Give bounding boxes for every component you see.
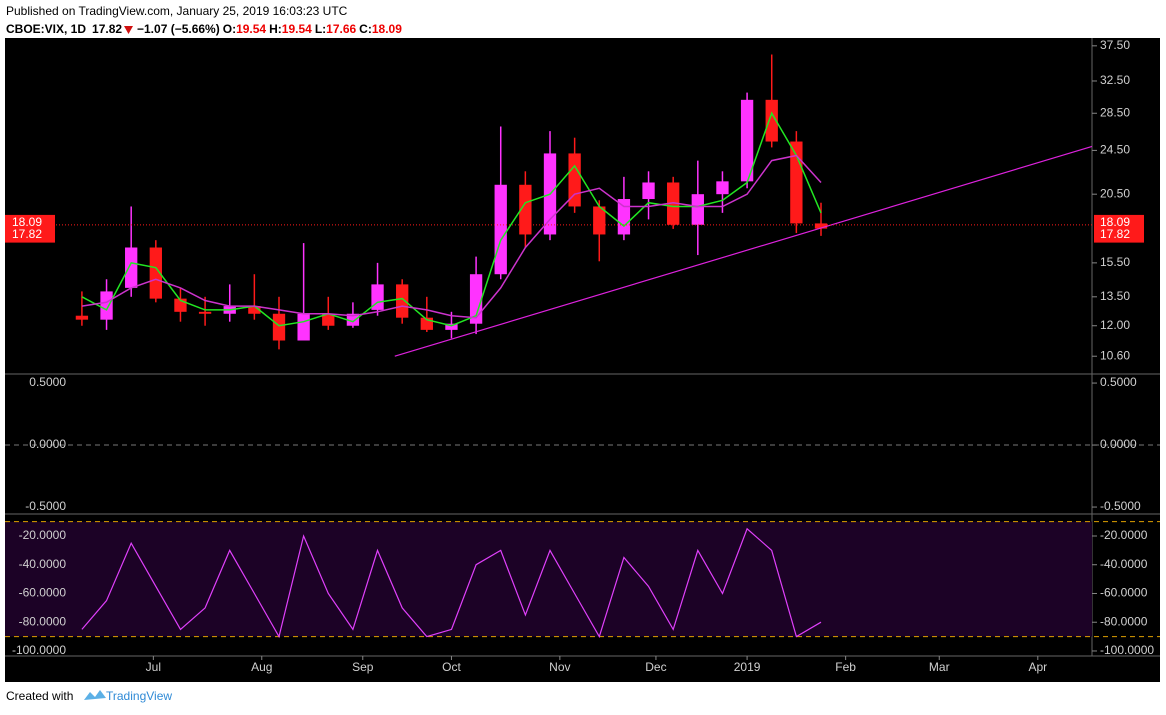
x-tick-label: Sep xyxy=(352,660,374,674)
y-tick-label: -60.0000 xyxy=(1100,586,1148,600)
candle-body xyxy=(593,206,606,235)
price-label-box xyxy=(5,226,55,243)
y-tick-label: 0.0000 xyxy=(1100,437,1137,451)
price-label-box xyxy=(1094,226,1144,243)
y-tick-label: 15.50 xyxy=(1100,255,1130,269)
ohlc-label: H: xyxy=(269,22,282,36)
footer-brand: TradingView xyxy=(106,689,172,703)
candle-body xyxy=(371,284,384,310)
y-tick-label: 0.5000 xyxy=(29,375,66,389)
y-tick-label: 10.60 xyxy=(1100,348,1130,362)
candle-body xyxy=(322,313,335,326)
y-tick-label: 37.50 xyxy=(1100,38,1130,52)
candle-body xyxy=(691,194,704,225)
price-label: 18.09 xyxy=(1100,215,1130,229)
candle-body xyxy=(494,184,507,275)
ohlc-value: 19.54 xyxy=(236,22,266,36)
y-tick-label: 32.50 xyxy=(1100,73,1130,87)
candle-body xyxy=(100,291,113,320)
y-tick-label: -100.0000 xyxy=(1100,643,1154,657)
candle-body xyxy=(272,313,286,341)
y-tick-label: 20.50 xyxy=(1100,186,1130,200)
ohlc-label: C: xyxy=(359,22,372,36)
x-tick-label: 2019 xyxy=(734,660,761,674)
symbol: CBOE:VIX, 1D xyxy=(6,22,86,36)
y-tick-label: -80.0000 xyxy=(19,614,67,628)
ohlc-line: −1.07 (−5.66%) O:19.54 H:19.54 L:17.66 C:18.… xyxy=(137,22,402,36)
candle-body xyxy=(469,274,483,324)
y-tick-label: 13.50 xyxy=(1100,289,1130,303)
y-tick-label: -100.0000 xyxy=(12,643,66,657)
ohlc-value: 19.54 xyxy=(282,22,312,36)
brand-logo xyxy=(84,690,106,700)
change: −1.07 (−5.66%) xyxy=(137,22,220,36)
down-arrow xyxy=(124,26,133,34)
footer-text: Created with xyxy=(6,689,73,703)
y-tick-label: -0.5000 xyxy=(25,499,66,513)
candle-body xyxy=(396,284,409,318)
candle-body xyxy=(814,223,828,229)
price-label: 18.09 xyxy=(12,215,42,229)
y-tick-label: -60.0000 xyxy=(19,586,67,600)
x-tick-label: Oct xyxy=(442,660,461,674)
candle-body xyxy=(75,315,89,320)
candle-body xyxy=(346,313,360,326)
candle-body xyxy=(297,313,310,341)
candle-body xyxy=(765,99,778,142)
candle-body xyxy=(248,306,261,314)
y-tick-label: -20.0000 xyxy=(1100,528,1148,542)
candle-body xyxy=(519,184,532,235)
y-tick-label: 28.50 xyxy=(1100,105,1130,119)
price-label: 17.82 xyxy=(12,227,42,241)
trend-line xyxy=(394,145,1093,357)
candle-body xyxy=(198,311,212,314)
published: Published on TradingView.com, January 25… xyxy=(6,4,348,18)
x-tick-label: Apr xyxy=(1028,660,1047,674)
candle-body xyxy=(445,323,458,330)
x-tick-label: Aug xyxy=(251,660,272,674)
x-tick-label: Feb xyxy=(835,660,856,674)
level-band xyxy=(5,521,1092,637)
y-tick-label: -40.0000 xyxy=(1100,557,1148,571)
y-tick-label: -0.5000 xyxy=(1100,499,1141,513)
candle-body xyxy=(642,182,655,200)
candle-body xyxy=(149,247,162,299)
x-tick-label: Dec xyxy=(645,660,666,674)
candle-body xyxy=(716,181,729,195)
candle-body xyxy=(740,99,754,182)
y-tick-label: 24.50 xyxy=(1100,143,1130,157)
y-tick-label: 0.5000 xyxy=(1100,375,1137,389)
x-tick-label: Jul xyxy=(146,660,161,674)
ohlc-value: 18.09 xyxy=(372,22,402,36)
candle-body xyxy=(667,182,680,225)
candle-body xyxy=(125,247,138,288)
y-tick-label: 0.0000 xyxy=(29,437,66,451)
x-tick-label: Mar xyxy=(929,660,950,674)
y-tick-label: -20.0000 xyxy=(19,528,67,542)
y-tick-label: -40.0000 xyxy=(19,557,67,571)
y-tick-label: -80.0000 xyxy=(1100,614,1148,628)
candle-body xyxy=(617,199,631,235)
symbol-line: CBOE:VIX, 1D 17.82 xyxy=(6,22,122,36)
ohlc-label: L: xyxy=(315,22,326,36)
x-tick-label: Nov xyxy=(549,660,570,674)
candle-body xyxy=(790,141,803,224)
ohlc-value: 17.66 xyxy=(326,22,356,36)
series-line xyxy=(81,527,822,639)
last-price: 17.82 xyxy=(92,22,122,36)
y-tick-label: 12.00 xyxy=(1100,318,1130,332)
ohlc-label: O: xyxy=(223,22,236,36)
overlay-line xyxy=(81,154,822,319)
price-label: 17.82 xyxy=(1100,227,1130,241)
